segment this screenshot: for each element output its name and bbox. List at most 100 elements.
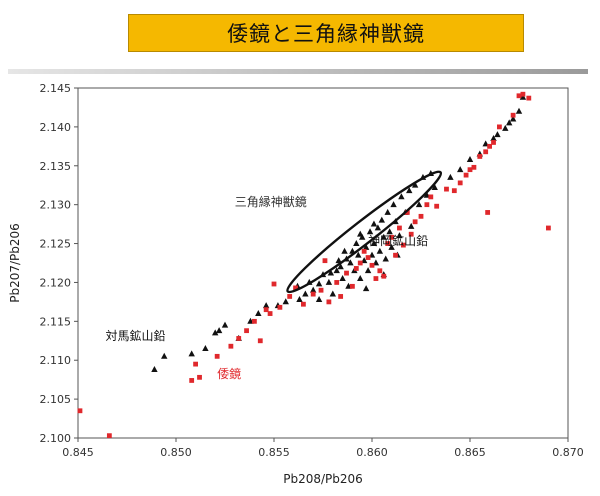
triangle-point	[384, 208, 391, 215]
triangle-point	[370, 220, 378, 227]
annotation-label: 三角縁神獣鏡	[235, 194, 307, 209]
triangle-point	[341, 247, 348, 254]
triangle-point	[329, 290, 336, 297]
square-point	[428, 194, 434, 200]
square-point	[252, 318, 257, 324]
square-point	[287, 294, 293, 299]
square-point	[322, 258, 328, 264]
square-point	[491, 140, 496, 145]
triangle-point	[376, 247, 384, 254]
triangle-point	[447, 173, 454, 180]
triangle-point	[221, 321, 229, 328]
square-point	[393, 252, 398, 258]
triangle-point	[359, 233, 366, 240]
triangle-point	[315, 295, 323, 302]
square-point	[477, 154, 483, 159]
annotation-label: 神岡鉱山鉛	[368, 233, 428, 248]
plot-frame	[77, 87, 569, 439]
x-tick-label: 0.850	[160, 446, 192, 459]
triangle-point	[390, 201, 397, 208]
square-point	[344, 270, 349, 276]
square-point	[236, 336, 242, 341]
triangle-point	[362, 243, 370, 250]
x-tick-label: 0.845	[62, 446, 94, 459]
square-point	[385, 241, 391, 246]
data-points	[77, 91, 551, 439]
square-point	[77, 408, 83, 414]
triangle-point	[255, 309, 262, 316]
square-point	[106, 433, 112, 439]
square-point	[271, 281, 277, 287]
annotation-label: 倭鏡	[217, 366, 241, 381]
square-point	[467, 167, 473, 173]
square-point	[257, 338, 263, 344]
triangle-point	[339, 274, 346, 281]
square-point	[516, 93, 522, 99]
square-point	[487, 143, 492, 149]
triangle-point	[411, 181, 419, 188]
square-point	[381, 273, 387, 279]
y-tick-label: 2.140	[40, 121, 72, 134]
triangle-point	[506, 119, 513, 126]
triangle-point	[188, 350, 195, 357]
triangle-point	[382, 255, 389, 262]
triangle-point	[151, 365, 158, 372]
triangle-point	[406, 187, 413, 194]
triangle-point	[388, 243, 395, 250]
square-point	[404, 210, 410, 215]
triangle-point	[519, 93, 527, 100]
square-point	[263, 307, 269, 313]
triangle-point	[315, 280, 323, 287]
square-point	[400, 242, 406, 248]
triangle-point	[215, 327, 223, 334]
triangle-point	[370, 239, 378, 246]
square-point	[397, 225, 402, 231]
triangle-point	[364, 267, 372, 274]
triangle-point	[212, 329, 219, 336]
square-point	[463, 172, 469, 178]
header-divider	[8, 69, 588, 74]
square-point	[412, 219, 418, 225]
triangle-point	[374, 224, 382, 231]
square-point	[189, 378, 195, 383]
y-tick-label: 2.145	[40, 82, 72, 95]
triangle-point	[302, 290, 309, 297]
chart-title: 倭鏡と三角縁神獣鏡	[128, 14, 524, 52]
x-tick-label: 0.860	[356, 446, 388, 459]
square-point	[326, 299, 332, 305]
triangle-point	[353, 239, 360, 246]
square-point	[277, 304, 283, 310]
square-point	[377, 268, 383, 274]
triangle-point	[357, 230, 364, 237]
square-point	[353, 266, 359, 271]
triangle-point	[347, 259, 354, 266]
square-point	[228, 343, 234, 349]
square-point	[350, 283, 355, 289]
square-point	[418, 213, 424, 219]
triangle-point	[333, 267, 340, 274]
square-point	[457, 180, 463, 186]
triangle-point	[466, 155, 474, 162]
triangle-point	[357, 274, 364, 281]
triangle-point	[282, 298, 289, 305]
square-point	[244, 328, 249, 334]
square-point	[267, 311, 273, 316]
y-tick-label: 2.105	[40, 393, 72, 406]
square-point	[318, 287, 324, 293]
triangle-point	[325, 278, 333, 285]
triangle-point	[415, 201, 423, 208]
triangle-point	[457, 166, 464, 173]
triangle-point	[202, 344, 209, 351]
triangle-point	[310, 286, 317, 293]
triangle-point	[431, 183, 438, 190]
triangle-point	[335, 257, 342, 264]
triangle-point	[509, 115, 517, 122]
square-point	[451, 188, 457, 194]
square-point	[293, 285, 298, 291]
group-ellipse	[286, 170, 443, 294]
triangle-point	[366, 228, 374, 235]
axes: 0.845 0.850 0.855 0.860 0.865 0.870 2.100 2.105…	[8, 82, 584, 486]
square-point	[214, 353, 220, 359]
square-point	[365, 255, 371, 260]
